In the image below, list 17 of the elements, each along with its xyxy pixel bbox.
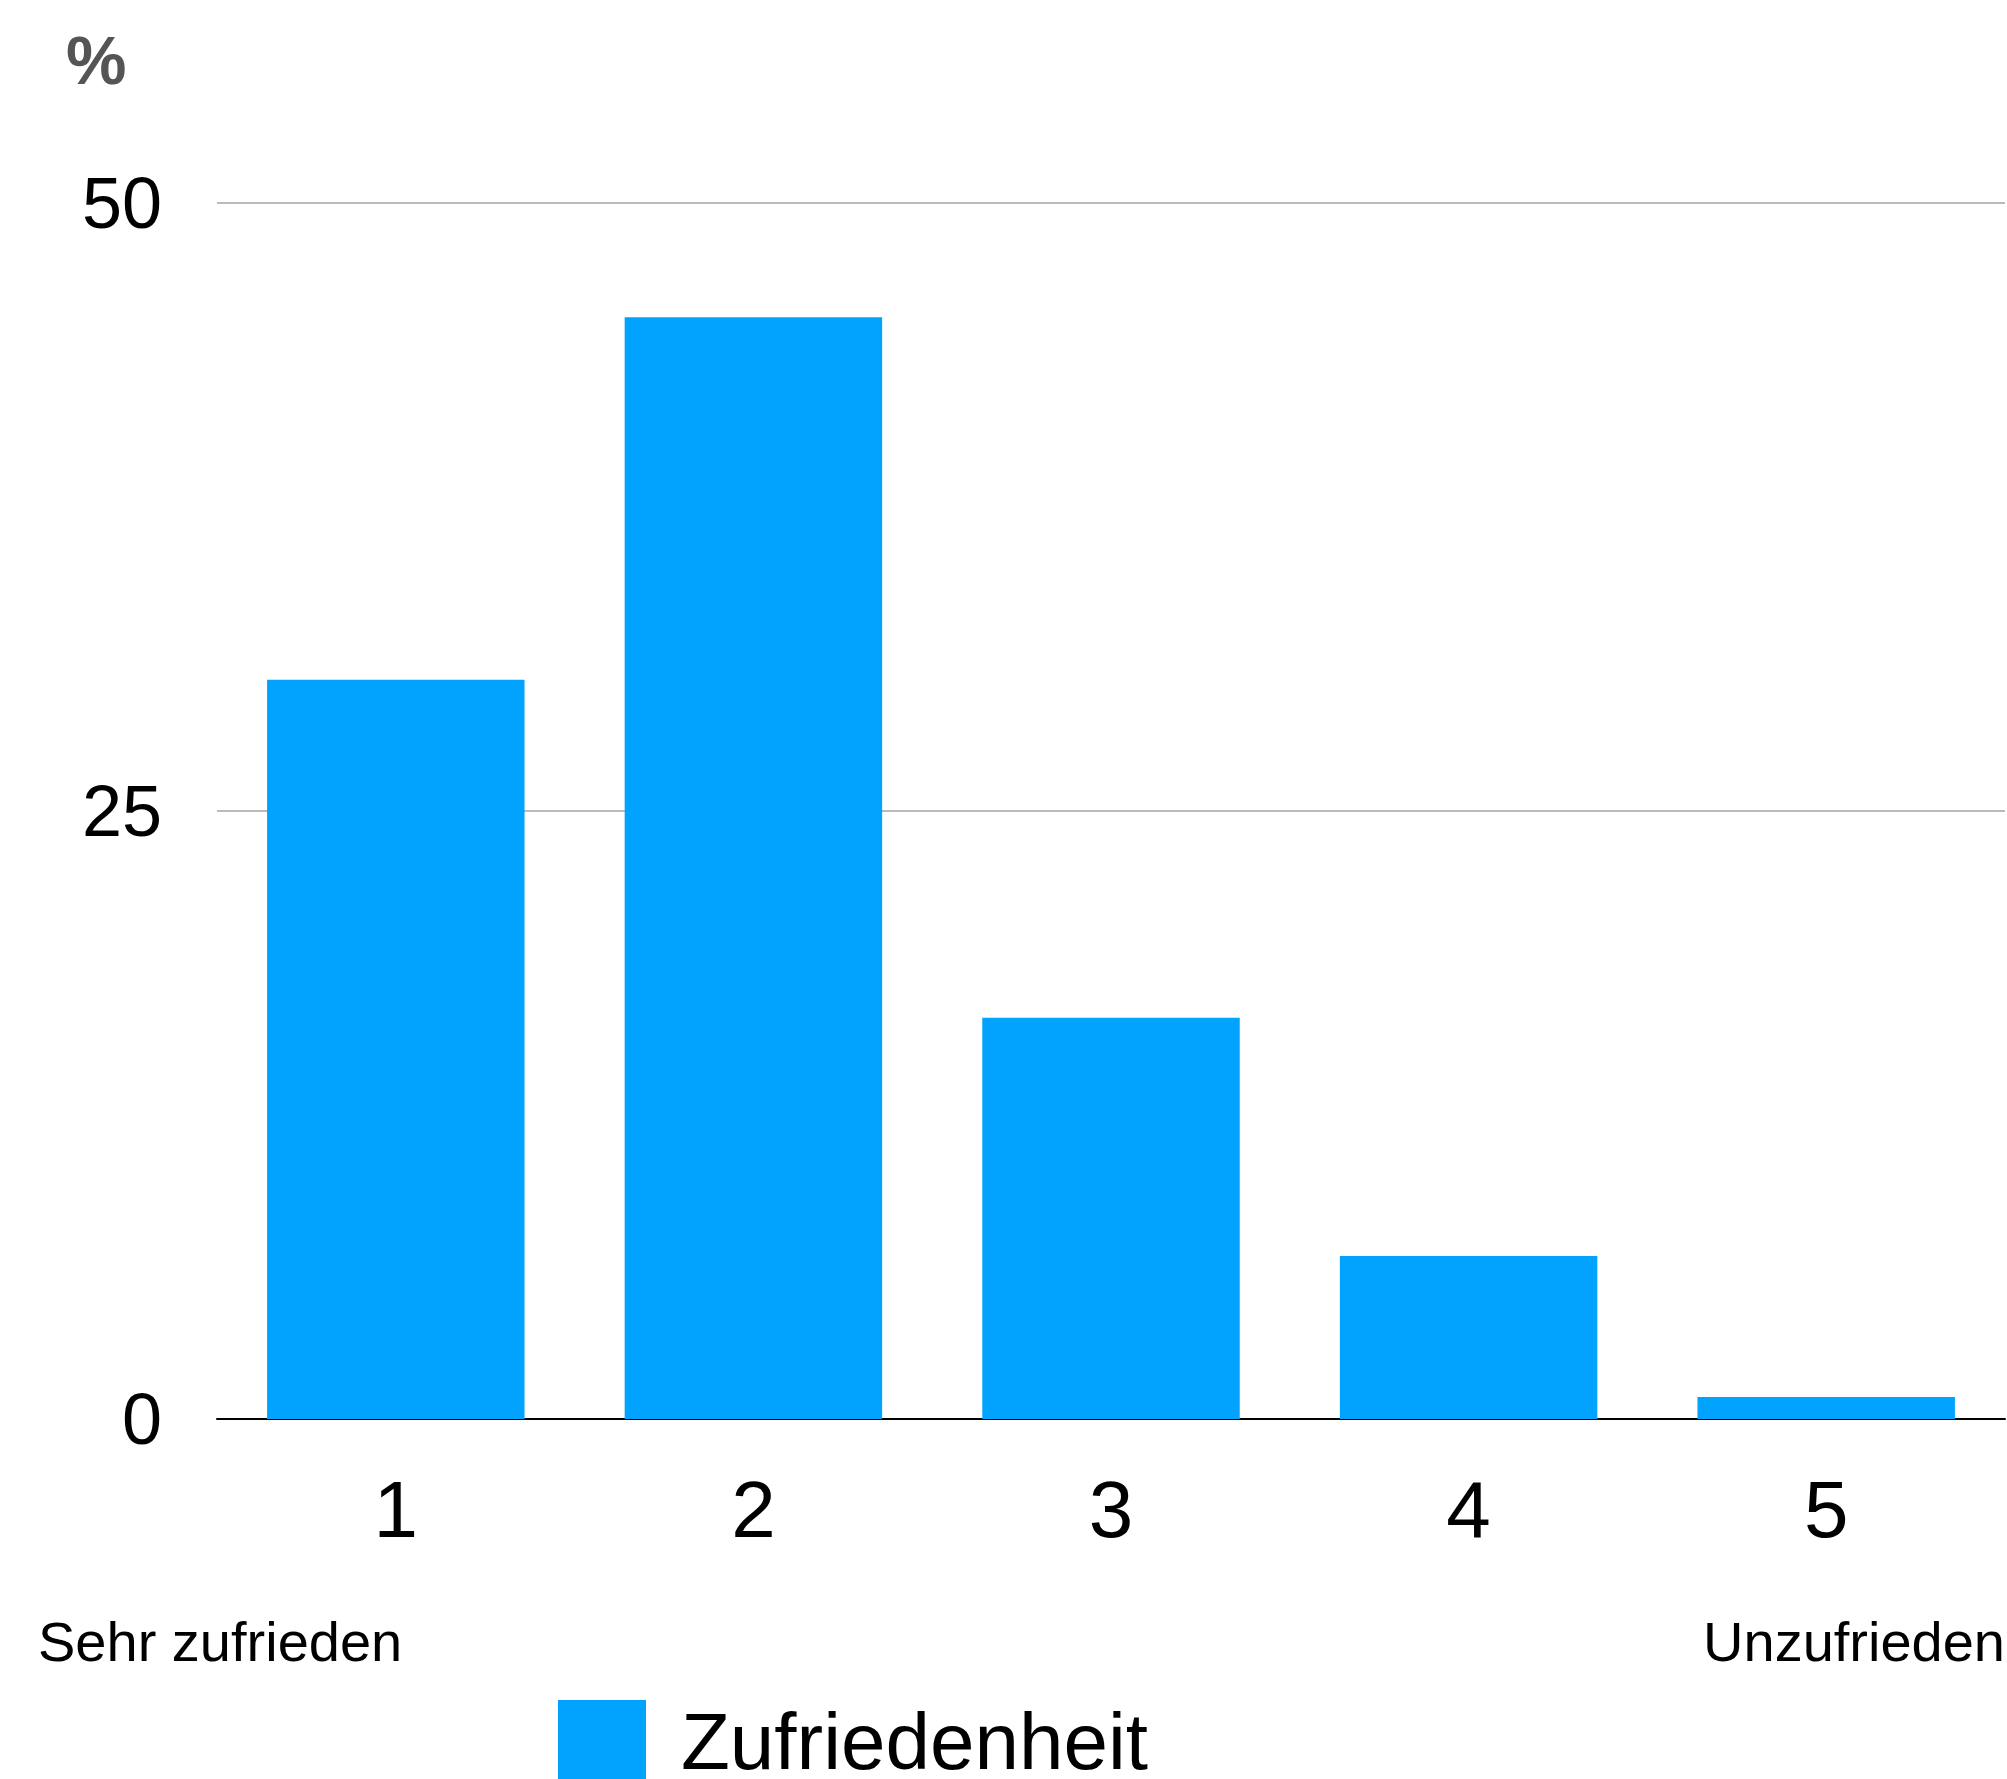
y-tick-label: 50: [81, 163, 162, 243]
bar: [982, 1017, 1240, 1419]
y-axis-title: %: [66, 22, 127, 98]
bar: [624, 317, 883, 1419]
x-tick-label: 1: [373, 1464, 419, 1554]
x-tick-label: 2: [731, 1464, 776, 1554]
bar: [1339, 1256, 1598, 1419]
x-tick-label: 5: [1803, 1464, 1849, 1554]
y-tick-label: 25: [81, 771, 162, 851]
bar: [267, 679, 525, 1419]
bar: [1697, 1397, 1955, 1419]
x-tick-label: 3: [1088, 1464, 1134, 1554]
text: Unzufrieden: [1703, 1609, 2006, 1673]
x-tick-label: 4: [1446, 1464, 1491, 1554]
legend-label: Zufriedenheit: [681, 1696, 1148, 1779]
y-tick-label: 0: [121, 1379, 162, 1459]
text: Sehr zufrieden: [38, 1609, 403, 1673]
